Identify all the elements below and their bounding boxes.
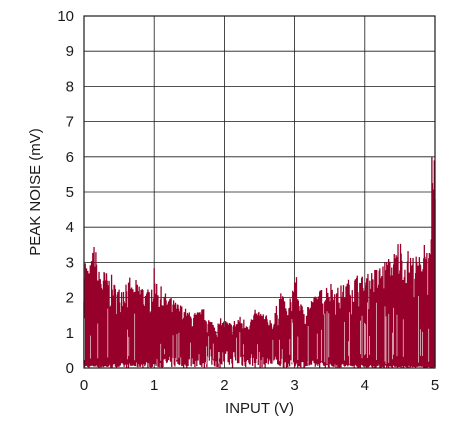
x-axis: 0 1 2 3 4 5	[80, 377, 439, 394]
y-tick-label: 9	[66, 43, 74, 60]
plot-frame	[83, 15, 436, 369]
y-tick-label: 0	[66, 360, 74, 377]
y-axis: 0 1 2 3 4 5 6 7 8 9 10	[57, 8, 74, 377]
y-axis-label: PEAK NOISE (mV)	[27, 128, 44, 256]
x-tick-label: 2	[220, 377, 228, 394]
y-tick-label: 8	[66, 78, 74, 95]
y-tick-label: 1	[66, 325, 74, 342]
y-tick-label: 4	[66, 219, 74, 236]
y-tick-label: 2	[66, 290, 74, 307]
noise-gaps	[84, 295, 430, 365]
x-tick-label: 3	[290, 377, 298, 394]
y-tick-label: 5	[66, 184, 74, 201]
y-tick-label: 10	[57, 8, 74, 25]
x-tick-label: 1	[150, 377, 158, 394]
x-tick-label: 4	[361, 377, 369, 394]
x-tick-label: 0	[80, 377, 88, 394]
x-axis-label: INPUT (V)	[225, 400, 294, 417]
plot-area	[83, 156, 436, 368]
y-tick-label: 3	[66, 254, 74, 271]
x-tick-label: 5	[431, 377, 439, 394]
y-tick-label: 7	[66, 114, 74, 131]
y-tick-label: 6	[66, 149, 74, 166]
